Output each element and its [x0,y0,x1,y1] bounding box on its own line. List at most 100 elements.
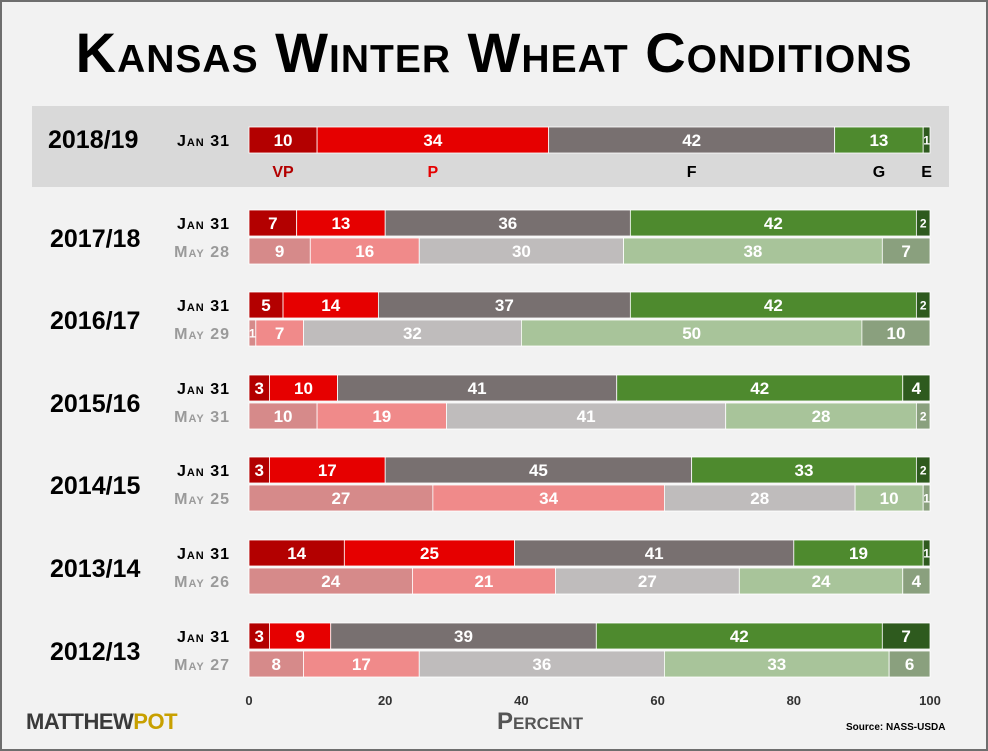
data-label: 42 [764,214,783,233]
bar-segment [854,484,924,512]
category-label: G [873,164,885,181]
data-label: 3 [254,461,263,480]
data-label: 10 [886,324,905,343]
bar-segment [691,456,917,484]
data-label: 10 [274,131,293,150]
chart-title: Kansas Winter Wheat Conditions [75,21,913,84]
bar-segment [248,209,298,237]
data-label: 14 [321,296,340,315]
bar-segment [303,650,420,678]
data-label: 25 [420,544,439,563]
category-label: E [921,164,932,181]
date-label: May 26 [174,574,230,591]
data-label: 7 [901,627,910,646]
data-label: 42 [750,379,769,398]
data-label: 39 [454,627,473,646]
data-label: 3 [254,627,263,646]
data-label: 21 [474,572,493,591]
data-label: 8 [272,655,281,674]
brand-text: MATTHEWPOT [26,709,178,734]
source-note: Source: NASS-USDA [846,722,946,733]
bar-segment [248,291,284,319]
bar-segment [629,291,917,319]
bar-segment [412,567,556,595]
date-label: Jan 31 [177,546,230,563]
data-label: 38 [743,242,762,261]
bar-segment [343,539,515,567]
bar-segment [248,484,434,512]
bar-segment [664,484,856,512]
data-label: 1 [923,491,930,505]
date-label: Jan 31 [177,381,230,398]
year-label: 2016/17 [50,307,140,335]
bar-segment [418,237,624,265]
data-label: 1 [923,133,930,147]
bar-segment [548,126,836,154]
data-label: 30 [512,242,531,261]
data-label: 33 [767,655,786,674]
x-tick-label: 60 [650,693,664,708]
bar-segment [384,209,631,237]
bar-segment [881,237,931,265]
data-label: 7 [275,324,284,343]
data-label: 27 [331,489,350,508]
year-label: 2018/19 [48,126,138,154]
bar-segment [922,484,931,512]
data-label: 42 [764,296,783,315]
data-label: 19 [849,544,868,563]
bar-segment [418,650,665,678]
data-label: 19 [372,407,391,426]
category-label: P [428,164,439,181]
data-label: 33 [795,461,814,480]
data-label: 41 [577,407,596,426]
data-label: 10 [274,407,293,426]
bar-segment [595,622,883,650]
data-label: 41 [645,544,664,563]
bar-segment [269,374,338,402]
bar-segment [915,456,931,484]
data-label: 13 [331,214,350,233]
bar-segment [915,209,931,237]
bar-segment [793,539,924,567]
bar-segment [337,374,618,402]
date-label: Jan 31 [177,463,230,480]
bar-segment [902,374,931,402]
date-label: Jan 31 [177,133,230,150]
bar-segment [616,374,904,402]
data-label: 34 [539,489,558,508]
brand-text-accent: POT [133,709,178,734]
data-label: 28 [812,407,831,426]
category-label: F [687,164,697,181]
data-label: 7 [901,242,910,261]
x-axis-label: Percent [497,708,583,735]
data-label: 7 [268,214,277,233]
bar-segment [330,622,597,650]
bar-segment [384,456,693,484]
date-label: May 27 [174,657,230,674]
bar-segment [664,650,890,678]
bar-segment [738,567,904,595]
data-label: 2 [920,463,927,477]
bar-segment [514,539,795,567]
bar-segment [248,567,413,595]
bar-segment [269,456,386,484]
bar-segment [922,126,931,154]
date-label: Jan 31 [177,629,230,646]
date-label: May 28 [174,244,230,261]
category-label: VP [272,164,294,181]
bar-segment [296,209,386,237]
data-label: 4 [912,572,922,591]
data-label: 3 [254,379,263,398]
bar-segment [282,291,379,319]
data-label: 45 [529,461,548,480]
x-tick-label: 20 [378,693,392,708]
data-label: 14 [287,544,306,563]
data-label: 42 [730,627,749,646]
x-tick-label: 100 [919,693,941,708]
data-label: 32 [403,324,422,343]
bar-segment [861,319,931,347]
bar-segment [446,402,727,430]
data-label: 36 [532,655,551,674]
data-label: 17 [318,461,337,480]
